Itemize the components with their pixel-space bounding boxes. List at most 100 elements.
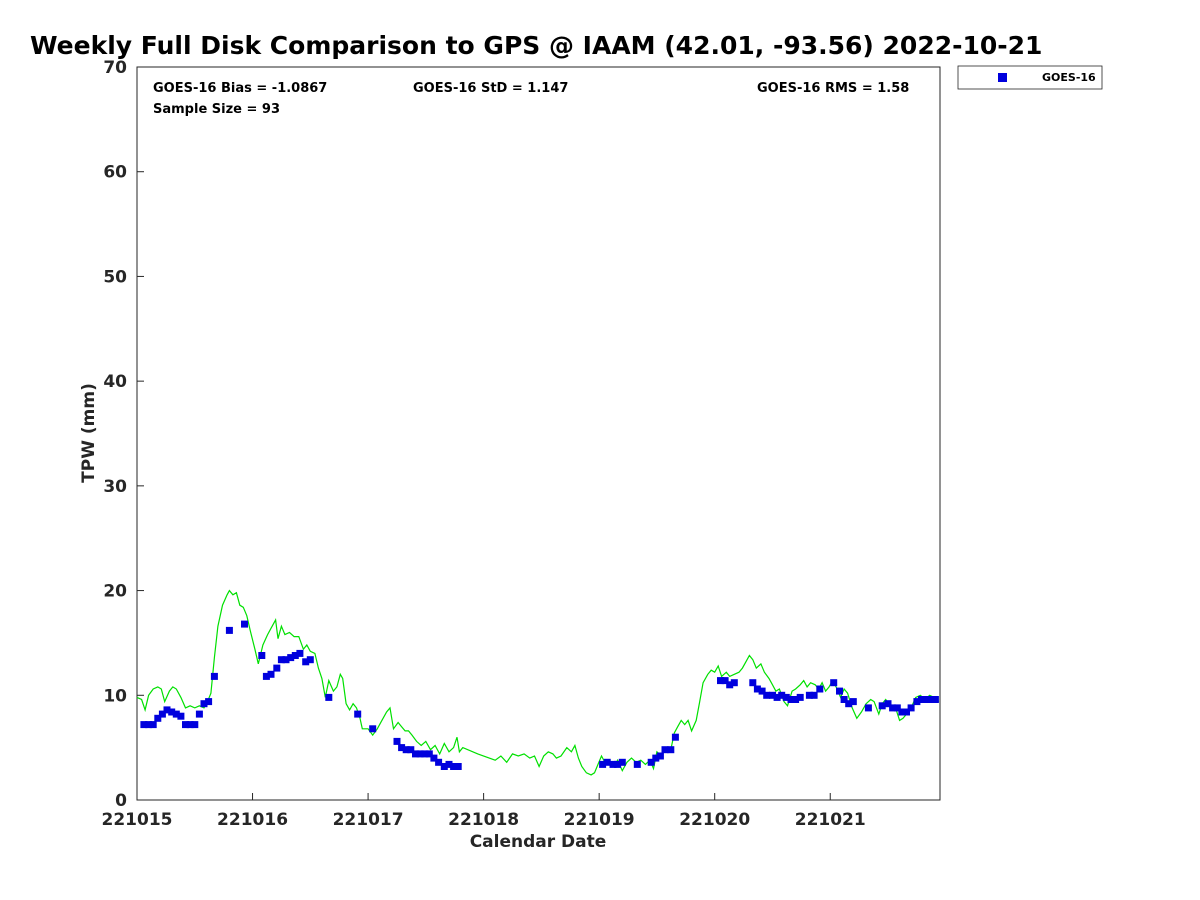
x-tick-label: 221018 [448, 810, 519, 830]
y-tick-label: 10 [103, 686, 127, 706]
legend-marker-goes16 [998, 73, 1007, 82]
goes16-point [614, 760, 622, 768]
goes16-point [599, 760, 607, 768]
goes16-point [652, 754, 660, 762]
goes16-point [450, 763, 458, 770]
x-tick-label: 221019 [564, 810, 635, 830]
goes16-point [291, 652, 299, 659]
goes16-point [878, 702, 886, 710]
goes16-point [273, 664, 281, 672]
y-axis: 0 10 20 30 40 50 60 70 [103, 58, 144, 811]
goes16-point [398, 744, 406, 752]
goes16-point [816, 685, 824, 693]
goes16-point [903, 708, 910, 716]
x-axis: 221015 221016 221017 221018 221019 221020 2210… [102, 793, 866, 830]
goes16-point [454, 763, 462, 770]
goes16-point [836, 687, 843, 695]
goes16-point [369, 725, 377, 733]
goes16-point [671, 733, 679, 741]
goes16-point [306, 656, 314, 664]
y-tick-label: 30 [103, 477, 127, 497]
goes16-point [633, 760, 641, 768]
y-tick-label: 60 [103, 163, 127, 183]
goes16-point [416, 750, 424, 758]
goes16-point [402, 746, 410, 754]
legend: GOES-16 [957, 65, 1103, 90]
stat-std: GOES-16 StD = 1.147 [413, 81, 568, 96]
x-tick-label: 221017 [333, 810, 404, 830]
goes16-point [154, 714, 162, 722]
goes16-point [393, 737, 401, 745]
goes16-point [845, 700, 853, 708]
goes16-point [440, 763, 448, 770]
goes16-point [182, 721, 189, 729]
goes16-point [163, 706, 171, 714]
goes16-point [140, 721, 148, 729]
legend-label-goes16: GOES-16 [1042, 71, 1096, 84]
goes16-point [918, 696, 925, 703]
y-tick-label: 20 [103, 582, 127, 602]
y-axis-label: TPW (mm) [79, 383, 99, 483]
goes16-point [421, 750, 429, 758]
goes16-point [889, 704, 897, 712]
x-tick-label: 221021 [795, 810, 866, 830]
goes16-point [282, 656, 290, 664]
goes16-point [603, 758, 611, 766]
legend-box [957, 65, 1103, 90]
goes16-point [302, 658, 310, 666]
goes16-point [661, 746, 669, 754]
y-tick-label: 70 [103, 58, 127, 78]
y-tick-label: 40 [103, 372, 127, 392]
goes16-point [200, 700, 208, 708]
goes16-point [730, 679, 738, 687]
x-tick-label: 221015 [102, 810, 173, 830]
goes16-point [656, 752, 664, 760]
goes16-point [931, 696, 939, 703]
goes16-point [210, 672, 218, 680]
series-line-gps [136, 589, 940, 776]
goes16-point [177, 712, 185, 720]
goes16-point [325, 693, 333, 701]
goes16-point [913, 698, 921, 706]
x-axis-label: Calendar Date [470, 832, 607, 852]
goes16-point [778, 691, 786, 699]
goes16-point [407, 746, 415, 754]
plot-area [136, 66, 941, 801]
goes16-point [149, 721, 157, 729]
goes16-point [792, 696, 800, 703]
goes16-point [296, 649, 304, 657]
goes16-point [796, 693, 804, 701]
goes16-point [191, 721, 199, 729]
goes16-point [805, 691, 813, 699]
goes16-point [927, 696, 935, 703]
goes16-point [726, 681, 734, 689]
stat-rms: GOES-16 RMS = 1.58 [757, 81, 909, 96]
goes16-point [205, 698, 213, 706]
goes16-point [864, 704, 872, 712]
goes16-point [907, 704, 915, 712]
goes16-point [225, 626, 233, 634]
goes16-point [172, 710, 180, 718]
goes16-point [354, 710, 362, 718]
goes16-point [267, 670, 275, 678]
y-tick-label: 50 [103, 267, 127, 287]
goes16-point [445, 760, 453, 768]
goes16-point [667, 746, 675, 754]
stat-bias: GOES-16 Bias = -1.0867 [153, 81, 327, 96]
chart-title: Weekly Full Disk Comparison to GPS @ IAA… [30, 31, 1042, 60]
goes16-point [758, 687, 766, 695]
goes16-point [717, 677, 724, 685]
plot-frame [136, 66, 941, 801]
goes16-point [258, 652, 266, 659]
goes16-point [773, 693, 781, 701]
goes16-point [647, 758, 655, 766]
y-tick-label: 0 [115, 791, 127, 811]
goes16-point [145, 721, 153, 729]
goes16-point [749, 679, 757, 687]
goes16-point [922, 696, 930, 703]
goes16-point [898, 708, 906, 716]
x-tick-label: 221020 [679, 810, 750, 830]
goes16-point [277, 656, 285, 664]
goes16-point [618, 758, 626, 766]
goes16-point [830, 679, 838, 687]
